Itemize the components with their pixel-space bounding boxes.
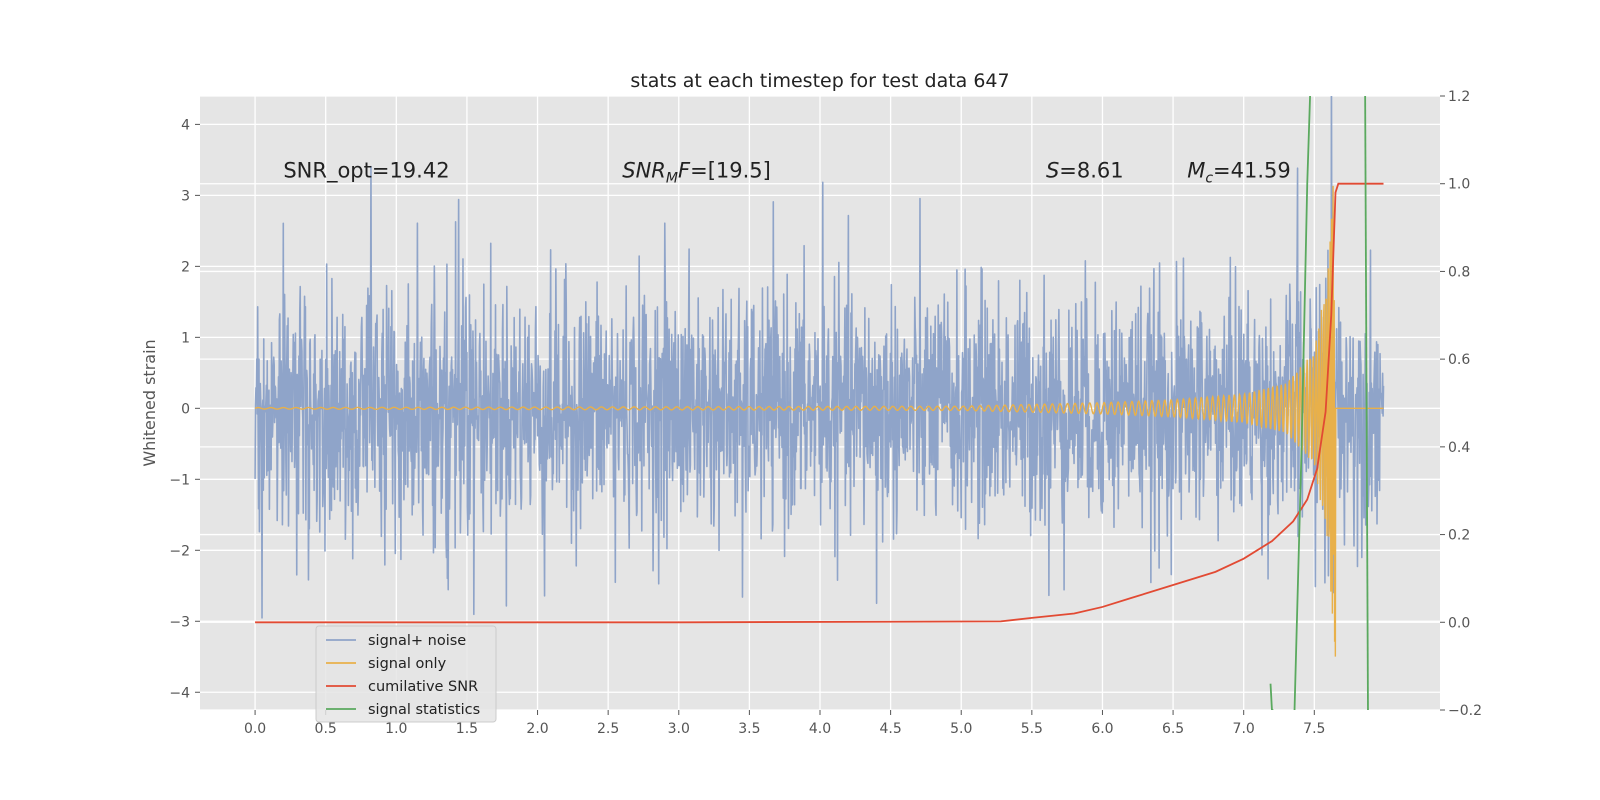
annotation-text: SNRMF=[19.5] [622,159,771,187]
x-tick-label: 4.5 [879,721,901,737]
y-tick-label: 4 [181,117,190,133]
y-tick-label: −2 [169,543,190,559]
series-signal-statistics-line [1364,96,1369,710]
legend-label: signal only [368,656,447,672]
y2-tick-label: 1.0 [1448,177,1470,193]
x-tick-label: 1.5 [456,721,478,737]
annotations: SNR_opt=19.42 SNRMF=[19.5] S=8.61 Mc=41.59 [283,159,1290,187]
annotation-text: S=8.61 [1046,159,1124,183]
y2-tick-label: 0.4 [1448,440,1470,456]
x-tick-label: 5.0 [950,721,972,737]
y2-tick-label: 1.2 [1448,89,1470,105]
axes: 0.0 0.5 1.0 1.5 2.0 2.5 3.0 3.5 4.0 4.5 5.0 5.5 6.0 6… [169,89,1482,737]
y2-tick-label: 0.0 [1448,615,1470,631]
series-layer [254,96,1385,710]
legend-label: signal statistics [368,702,480,718]
x-tick-label: 3.5 [738,721,760,737]
y-tick-label: −1 [169,472,190,488]
x-tick-label: 6.0 [1091,721,1113,737]
series-signal-statistics-line [1269,683,1274,710]
y2-tick-label: −0.2 [1448,703,1482,719]
x-tick-label: 2.0 [526,721,548,737]
y-tick-label: 0 [181,401,190,417]
x-tick-label: 0.0 [244,721,266,737]
x-tick-label: 0.5 [315,721,337,737]
legend: signal+ noise signal only cumilative SNR si… [315,625,497,723]
annotation-text: SNR_opt=19.42 [283,159,449,184]
x-tick-label: 7.5 [1303,721,1325,737]
y-tick-label: 3 [181,188,190,204]
y-tick-label: 1 [181,330,190,346]
y-axis-label: Whitened strain [140,339,159,466]
series-cumulative-snr-line [255,182,1384,624]
annotation-text: Mc=41.59 [1187,159,1291,187]
y-tick-label: 2 [181,259,190,275]
chart-title: stats at each timestep for test data 647 [630,70,1009,92]
legend-box [315,625,497,723]
y-tick-label: −3 [169,614,190,630]
legend-label: cumilative SNR [368,679,478,695]
x-tick-label: 5.5 [1021,721,1043,737]
x-tick-label: 2.5 [597,721,619,737]
x-tick-label: 4.0 [809,721,831,737]
y2-tick-label: 0.2 [1448,528,1470,544]
series-signal-only-line [254,185,1384,657]
y2-tick-label: 0.6 [1448,352,1470,368]
y2-tick-label: 0.8 [1448,264,1470,280]
series-signal-noise-line [254,96,1385,619]
y-tick-label: −4 [169,685,190,701]
x-tick-label: 7.0 [1233,721,1255,737]
x-tick-label: 3.0 [668,721,690,737]
x-tick-label: 1.0 [385,721,407,737]
legend-label: signal+ noise [368,633,466,649]
series-signal-statistics-line [1293,96,1311,710]
x-tick-label: 6.5 [1162,721,1184,737]
